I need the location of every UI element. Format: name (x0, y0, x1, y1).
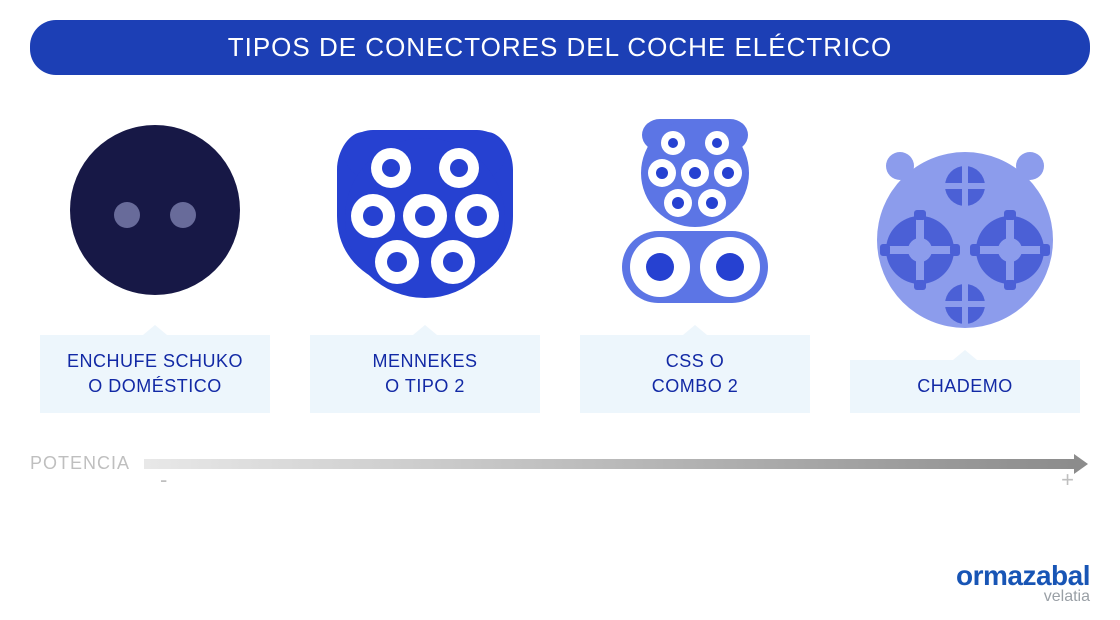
label-text: CHADEMO (858, 374, 1072, 399)
ccs-icon (610, 115, 780, 305)
connector-chademo: CHADEMO (840, 140, 1090, 413)
connector-label: CSS O COMBO 2 (580, 335, 810, 413)
mennekes-icon (325, 115, 525, 305)
label-text: COMBO 2 (588, 374, 802, 399)
power-minus: - (160, 467, 167, 493)
label-text: ENCHUFE SCHUKO (48, 349, 262, 374)
title-bar: TIPOS DE CONECTORES DEL COCHE ELÉCTRICO (30, 20, 1090, 75)
label-text: O DOMÉSTICO (48, 374, 262, 399)
connector-label: MENNEKES O TIPO 2 (310, 335, 540, 413)
power-label: POTENCIA (30, 453, 130, 474)
label-text: CSS O (588, 349, 802, 374)
label-text: O TIPO 2 (318, 374, 532, 399)
label-text: MENNEKES (318, 349, 532, 374)
connector-label: CHADEMO (850, 360, 1080, 413)
connector-label: ENCHUFE SCHUKO O DOMÉSTICO (40, 335, 270, 413)
brand-block: ormazabal velatia (956, 560, 1090, 606)
power-axis: POTENCIA - + (30, 453, 1090, 474)
connector-schuko: ENCHUFE SCHUKO O DOMÉSTICO (30, 115, 280, 413)
connector-mennekes: MENNEKES O TIPO 2 (300, 115, 550, 413)
power-gradient-bar (144, 459, 1074, 469)
connector-ccs: CSS O COMBO 2 (570, 115, 820, 413)
schuko-icon (65, 115, 245, 305)
chademo-icon (870, 140, 1060, 330)
power-plus: + (1061, 467, 1074, 493)
connector-row: ENCHUFE SCHUKO O DOMÉSTICO (30, 115, 1090, 413)
